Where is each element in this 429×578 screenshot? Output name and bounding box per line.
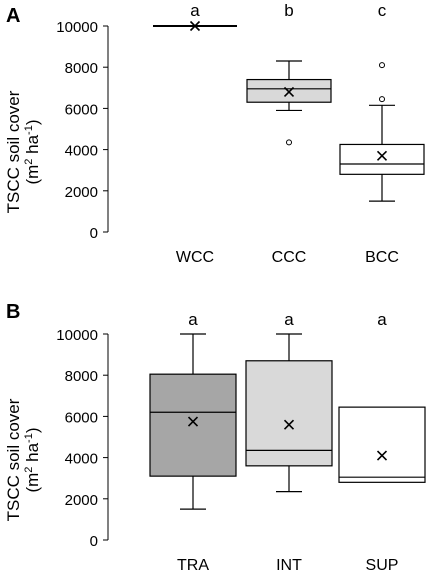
significance-letter: a <box>190 1 200 20</box>
y-tick-label: 4000 <box>65 143 98 160</box>
y-tick-label: 6000 <box>65 409 98 426</box>
y-axis-unit-part: ) <box>23 427 42 433</box>
box-WCC <box>153 20 237 32</box>
y-tick-label: 4000 <box>65 451 98 468</box>
y-axis-unit-part: 2 <box>23 159 35 165</box>
box-TRA <box>149 333 237 510</box>
y-axis-unit-part: -1 <box>23 433 35 443</box>
significance-letter: b <box>284 1 293 20</box>
y-axis-unit-part: ha <box>23 134 42 158</box>
y-axis-label: TSCC soil cover <box>4 398 23 521</box>
outlier-point <box>286 139 292 146</box>
x-category-label: SUP <box>366 557 399 574</box>
mean-marker <box>189 20 201 32</box>
panel-label: B <box>6 301 20 323</box>
x-category-label: INT <box>276 557 302 574</box>
x-category-label: BCC <box>365 249 399 266</box>
y-tick-label: 8000 <box>65 60 98 77</box>
significance-letter: a <box>284 310 294 329</box>
outlier-point <box>379 96 385 103</box>
y-axis-unit: (m2 ha-1) <box>23 119 42 184</box>
y-axis-unit-part: -1 <box>23 125 35 135</box>
box-CCC <box>246 60 332 146</box>
x-category-label: WCC <box>176 249 214 266</box>
panel-B: B 0 2000 4000 6000 8000 10000 TSCC soil cover (m… <box>4 301 426 574</box>
mean-marker <box>187 416 199 427</box>
outlier-point <box>379 62 385 69</box>
y-tick-label: 6000 <box>65 101 98 118</box>
box-iqr <box>338 406 426 483</box>
y-axis-unit-part: 2 <box>23 467 35 473</box>
box-iqr <box>149 373 237 477</box>
y-axis-label: TSCC soil cover <box>4 90 23 213</box>
y-tick-label: 10000 <box>56 327 98 344</box>
y-axis-unit-part: (m <box>23 165 42 185</box>
y-axis-unit: (m2 ha-1) <box>23 427 42 492</box>
y-tick-label: 2000 <box>65 184 98 201</box>
box-SUP <box>338 406 426 483</box>
box-BCC <box>339 62 425 202</box>
mean-marker <box>283 86 295 97</box>
significance-letter: a <box>377 310 387 329</box>
mean-marker <box>283 419 295 430</box>
mean-marker <box>376 150 388 161</box>
y-axis-unit-part: ha <box>23 442 42 466</box>
y-tick-label: 10000 <box>56 19 98 36</box>
y-tick-label: 2000 <box>65 492 98 509</box>
panel-label: A <box>6 5 20 27</box>
x-category-label: TRA <box>177 557 209 574</box>
significance-letter: a <box>188 310 198 329</box>
y-axis-unit-part: ) <box>23 119 42 125</box>
significance-letter: c <box>378 1 387 20</box>
box-iqr <box>339 143 425 175</box>
x-category-label: CCC <box>272 249 307 266</box>
y-tick-label: 8000 <box>65 368 98 385</box>
panel-A: A 0 2000 4000 6000 8000 10000 TSCC soil cover (m… <box>4 1 425 266</box>
y-tick-label: 0 <box>90 225 98 242</box>
y-axis-unit-part: (m <box>23 473 42 493</box>
mean-marker <box>376 450 388 461</box>
box-INT <box>245 333 333 493</box>
box-iqr <box>245 360 333 467</box>
y-tick-label: 0 <box>90 533 98 550</box>
